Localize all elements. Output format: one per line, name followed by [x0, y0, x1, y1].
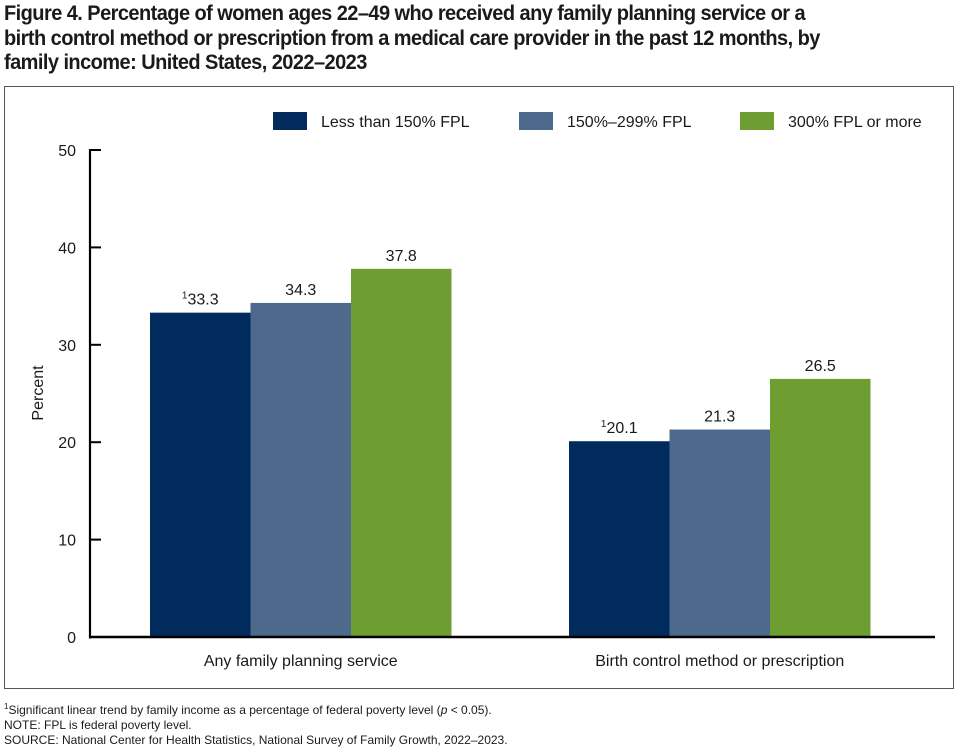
- footnote-marker: 1: [182, 291, 188, 302]
- source-text: SOURCE: National Center for Health Stati…: [4, 733, 508, 747]
- legend-label: 150%–299% FPL: [567, 114, 692, 131]
- x-category-label: Birth control method or prescription: [595, 653, 844, 670]
- y-tick-label: 10: [58, 533, 76, 550]
- value: 33.3: [187, 292, 218, 309]
- bar: [351, 268, 452, 637]
- title-line: family income: United States, 2022–2023: [4, 50, 367, 74]
- y-tick-label: 50: [58, 143, 76, 160]
- chart-frame: [4, 86, 954, 689]
- legend-label: 300% FPL or more: [788, 114, 922, 131]
- footnote-marker: 1: [4, 702, 9, 711]
- footnote-significance: 1Significant linear trend by family inco…: [4, 703, 508, 718]
- x-axis: Any family planning service Birth control…: [89, 635, 935, 670]
- data-label: 26.5: [805, 358, 836, 375]
- y-tick-label: 0: [67, 630, 76, 647]
- legend-item: 150%–299% FPL: [519, 112, 692, 131]
- legend-item: 300% FPL or more: [740, 112, 922, 131]
- footnote-tail: < 0.05).: [447, 703, 492, 717]
- y-tick-label: 20: [58, 435, 76, 452]
- legend-swatch: [519, 112, 553, 130]
- title-line: Figure 4. Percentage of women ages 22–49…: [4, 1, 806, 25]
- footnote-text: Significant linear trend by family incom…: [8, 703, 441, 717]
- bar: [569, 441, 670, 637]
- legend-label: Less than 150% FPL: [321, 114, 470, 131]
- legend-item: Less than 150% FPL: [273, 112, 470, 131]
- data-label: 120.1: [601, 419, 638, 437]
- y-axis-title: Percent: [30, 365, 47, 421]
- bar: [669, 429, 770, 637]
- data-label: 21.3: [704, 409, 735, 426]
- footnote-marker: 1: [601, 419, 607, 430]
- title-line: birth control method or prescription fro…: [4, 25, 820, 50]
- bar: [150, 312, 251, 637]
- note-text: NOTE: FPL is federal poverty level.: [4, 718, 192, 732]
- data-label: 34.3: [285, 282, 316, 299]
- bar: [250, 302, 351, 637]
- y-axis: 0 10 20 30 40 50 Percent: [30, 143, 101, 647]
- value: 20.1: [606, 420, 637, 437]
- footnote-p: p: [440, 703, 448, 717]
- y-tick-label: 40: [58, 240, 76, 257]
- bar: [770, 378, 871, 637]
- data-label: 133.3: [182, 291, 219, 309]
- legend: Less than 150% FPL 150%–299% FPL 300% FPL …: [273, 112, 922, 131]
- footnotes: 1Significant linear trend by family inco…: [4, 703, 508, 748]
- data-label: 37.8: [386, 248, 417, 265]
- legend-swatch: [273, 112, 307, 130]
- legend-swatch: [740, 112, 774, 130]
- y-tick-label: 30: [58, 338, 76, 355]
- figure-title: Figure 4. Percentage of women ages 22–49…: [4, 1, 888, 75]
- x-category-label: Any family planning service: [204, 653, 398, 670]
